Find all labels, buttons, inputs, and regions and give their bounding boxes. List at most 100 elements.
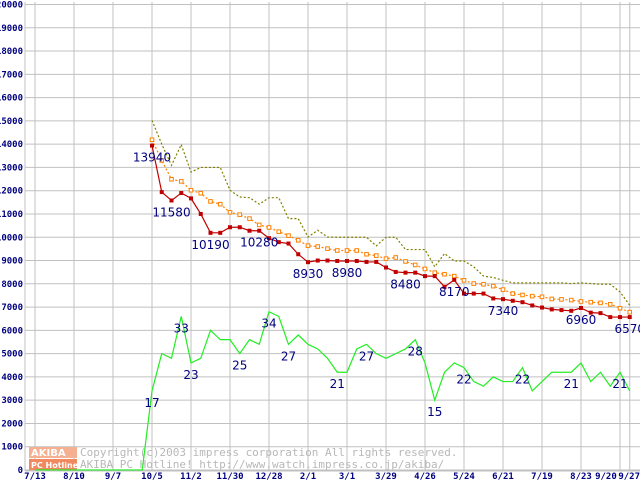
data-point-average — [461, 278, 467, 283]
x-tick-label: 4/26 — [414, 472, 436, 480]
series-line-max — [151, 120, 631, 306]
y-tick-label: 9000 — [1, 257, 23, 267]
series-max — [151, 120, 631, 306]
y-tick-label: 17000 — [0, 70, 23, 80]
y-axis-ticks: 0 1000 2000 3000 4000 5000 6000 7000 8000 9000 100… — [0, 1, 23, 477]
y-tick-label: 11000 — [0, 210, 23, 220]
point-label-shops: 28 — [408, 345, 423, 359]
data-point-average — [617, 305, 623, 311]
data-point-min — [432, 274, 437, 279]
data-point-average — [549, 296, 555, 302]
data-point-min — [159, 190, 164, 195]
y-tick-label: 19000 — [0, 24, 23, 34]
point-label-min: 6570 — [614, 322, 640, 336]
point-label-min: 8980 — [332, 266, 363, 280]
data-point-average — [354, 248, 360, 253]
x-tick-label: 8/23 — [570, 472, 592, 480]
logo-top-text: AKIBA — [31, 448, 66, 459]
y-tick-label: 10000 — [0, 233, 23, 243]
logo-top-box — [29, 447, 77, 458]
point-label-min: 8170 — [439, 285, 470, 299]
data-point-average — [510, 291, 516, 296]
data-point-min — [286, 241, 291, 246]
series-line-shops — [35, 310, 631, 471]
data-point-min — [257, 228, 262, 233]
data-point-min — [364, 259, 369, 264]
point-label-shops: 21 — [612, 377, 627, 391]
data-point-average — [383, 256, 389, 261]
data-point-min — [276, 240, 281, 245]
data-point-min — [540, 305, 544, 310]
series-average — [149, 137, 633, 315]
data-point-average — [403, 259, 408, 264]
data-point-average — [208, 199, 213, 204]
x-tick-label: 7/19 — [531, 472, 553, 480]
data-point-average — [627, 309, 633, 315]
data-point-average — [325, 246, 330, 251]
data-point-min — [559, 308, 564, 313]
data-point-average — [334, 248, 340, 253]
data-point-min — [150, 143, 154, 148]
y-tick-label: 14000 — [0, 140, 23, 150]
data-point-average — [422, 266, 428, 272]
point-label-min: 6960 — [566, 313, 597, 327]
data-point-average — [217, 201, 223, 207]
point-label-min: 10280 — [240, 236, 278, 250]
data-point-average — [305, 243, 311, 248]
data-point-min — [393, 269, 398, 274]
data-point-min — [530, 303, 535, 308]
x-tick-label: 6/21 — [492, 472, 514, 480]
data-point-min — [354, 258, 359, 263]
data-point-min — [325, 258, 330, 263]
logo-bottom-text: PC Hotline! — [31, 461, 82, 470]
x-tick-label: 11/2 — [180, 472, 202, 480]
data-point-average — [295, 237, 301, 243]
watermark: AKIBA PC Hotline! Copyright(c)2003 impre… — [29, 446, 458, 471]
data-point-average — [373, 253, 379, 258]
x-tick-label: 9/20 — [595, 472, 617, 480]
data-point-min — [491, 296, 496, 301]
data-point-average — [500, 287, 506, 292]
data-point-average — [481, 281, 486, 287]
y-tick-label: 16000 — [0, 94, 23, 104]
point-label-shops: 33 — [174, 321, 189, 335]
x-tick-label: 8/10 — [63, 472, 85, 480]
data-point-min — [618, 315, 622, 320]
point-label-shops: 34 — [261, 317, 276, 331]
y-tick-label: 13000 — [0, 163, 23, 173]
x-tick-label: 9/27 — [618, 472, 640, 480]
point-label-min: 7340 — [488, 304, 519, 318]
x-tick-label: 7/13 — [24, 472, 46, 480]
data-point-min — [627, 315, 632, 320]
series-min — [150, 143, 632, 320]
data-point-average — [149, 137, 155, 143]
data-point-min — [345, 258, 349, 263]
point-label-shops: 15 — [427, 405, 442, 419]
y-tick-label: 7000 — [1, 303, 23, 313]
data-point-average — [432, 270, 438, 275]
data-point-min — [374, 259, 379, 264]
point-label-min: 8480 — [390, 278, 421, 292]
y-tick-label: 18000 — [0, 47, 23, 57]
data-point-min — [413, 270, 418, 275]
data-point-average — [169, 176, 174, 182]
copyright-text: Copyright(c)2003 impress corporation All… — [80, 446, 458, 459]
logo-bottom-box — [29, 459, 77, 470]
point-label-min: 8930 — [293, 267, 324, 281]
y-tick-label: 12000 — [0, 187, 23, 197]
point-label-min: 11580 — [152, 205, 190, 219]
data-point-min — [208, 230, 213, 235]
data-point-average — [442, 271, 447, 277]
point-label-shops: 27 — [281, 349, 296, 363]
data-point-min — [169, 198, 174, 203]
y-tick-label: 2000 — [1, 419, 23, 429]
point-label-shops: 22 — [456, 373, 471, 387]
data-point-min — [481, 291, 486, 296]
data-point-average — [393, 255, 399, 260]
data-point-min — [315, 258, 320, 263]
data-point-min — [588, 310, 593, 315]
data-point-min — [247, 228, 252, 233]
x-tick-label: 12/28 — [255, 472, 282, 480]
point-label-shops: 21 — [330, 377, 345, 391]
